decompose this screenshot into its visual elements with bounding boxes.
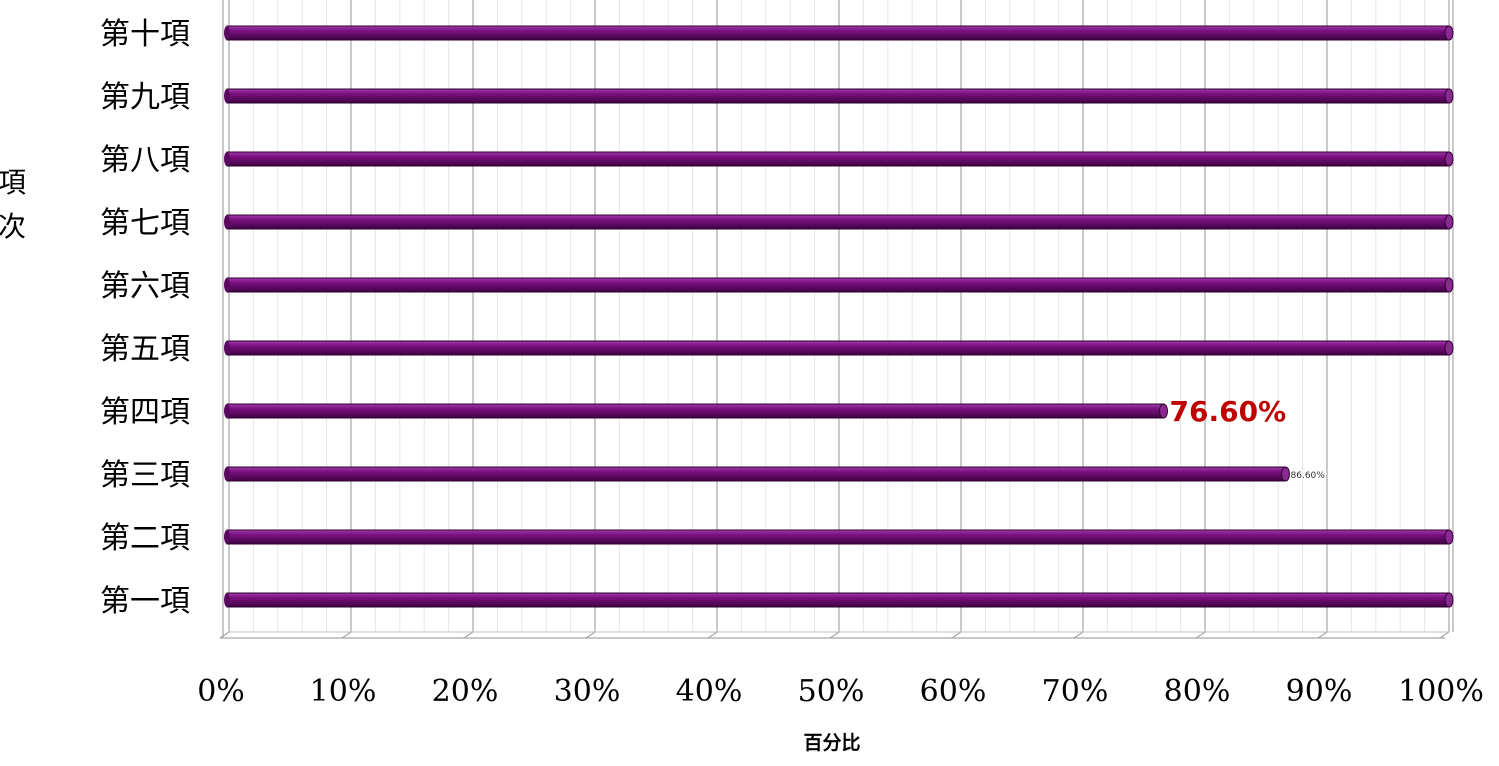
bar-end-cap xyxy=(1281,466,1291,482)
floor-tick xyxy=(341,631,352,639)
floor-tick xyxy=(219,631,230,639)
bar xyxy=(224,592,1454,608)
x-tick-label: 80% xyxy=(1164,674,1231,709)
floor-tick xyxy=(951,631,962,639)
category-labels: 第一項 第二項 第三項 第四項 第五項 第六項 第七項 第八項 第九項 第十項 xyxy=(100,17,190,619)
bar-start-cap xyxy=(224,152,230,166)
category-label: 第三項 xyxy=(100,458,190,493)
gridlines xyxy=(219,0,1454,639)
bar xyxy=(224,88,1454,104)
x-tick-label: 40% xyxy=(676,674,743,709)
x-tick-label: 10% xyxy=(310,674,377,709)
bar-start-cap xyxy=(224,89,230,103)
bar-body xyxy=(226,340,1450,356)
bar xyxy=(224,340,1454,356)
x-tick-label: 60% xyxy=(920,674,987,709)
bar-start-cap xyxy=(224,530,230,544)
bar-end-cap xyxy=(1444,592,1454,608)
bar-start-cap xyxy=(224,341,230,355)
x-axis-title: 百分比 xyxy=(803,732,860,754)
bar xyxy=(224,277,1454,293)
x-tick-label: 50% xyxy=(798,674,865,709)
bar-body xyxy=(226,88,1450,104)
x-tick-label: 100% xyxy=(1398,674,1484,709)
bar xyxy=(224,214,1454,230)
category-label: 第四項 xyxy=(100,395,190,430)
bar-start-cap xyxy=(224,26,230,40)
y-axis-title-line-1: 項 xyxy=(0,166,26,199)
bar-start-cap xyxy=(224,278,230,292)
data-labels: 86.60% 76.60% xyxy=(1170,395,1326,481)
bar xyxy=(224,466,1291,482)
bar-body xyxy=(226,592,1450,608)
bar xyxy=(224,151,1454,167)
floor-tick xyxy=(585,631,596,639)
bar-end-cap xyxy=(1444,340,1454,356)
floor-tick xyxy=(463,631,474,639)
bar xyxy=(224,25,1454,41)
bars xyxy=(224,25,1454,608)
y-axis-title-line-2: 次 xyxy=(0,210,26,243)
category-label: 第六項 xyxy=(100,269,190,304)
category-label: 第十項 xyxy=(100,17,190,52)
x-tick-label: 90% xyxy=(1286,674,1353,709)
category-label: 第七項 xyxy=(100,206,190,241)
floor-tick xyxy=(829,631,840,639)
floor-tick xyxy=(1439,631,1450,639)
category-label: 第九項 xyxy=(100,80,190,115)
floor-tick xyxy=(707,631,718,639)
bar-end-cap xyxy=(1444,25,1454,41)
bar-start-cap xyxy=(224,404,230,418)
bar-end-cap xyxy=(1444,277,1454,293)
category-label: 第八項 xyxy=(100,143,190,178)
category-label: 第五項 xyxy=(100,332,190,367)
category-label: 第一項 xyxy=(100,584,190,619)
bar-body xyxy=(226,214,1450,230)
bar-start-cap xyxy=(224,215,230,229)
x-tick-label: 0% xyxy=(197,674,245,709)
bar xyxy=(224,403,1169,419)
bar-body xyxy=(226,529,1450,545)
bar-end-cap xyxy=(1444,88,1454,104)
bar-body xyxy=(226,466,1287,482)
bar-body xyxy=(226,277,1450,293)
data-label: 76.60% xyxy=(1170,395,1287,428)
category-label: 第二項 xyxy=(100,521,190,556)
bar-body xyxy=(226,151,1450,167)
bar-start-cap xyxy=(224,593,230,607)
floor-tick xyxy=(1317,631,1328,639)
x-tick-labels: 0% 10% 20% 30% 40% 50% 60% 70% 80% 90% 100% xyxy=(197,674,1484,709)
x-tick-label: 20% xyxy=(432,674,499,709)
bar xyxy=(224,529,1454,545)
x-tick-label: 70% xyxy=(1042,674,1109,709)
x-tick-label: 30% xyxy=(554,674,621,709)
floor-tick xyxy=(1073,631,1084,639)
axis-titles: 百分比 項 次 xyxy=(0,166,861,754)
bar-end-cap xyxy=(1444,214,1454,230)
floor-tick xyxy=(1195,631,1206,639)
bar-end-cap xyxy=(1444,151,1454,167)
bar-end-cap xyxy=(1444,529,1454,545)
bar-body xyxy=(226,403,1165,419)
data-label: 86.60% xyxy=(1291,471,1326,481)
bar-start-cap xyxy=(224,467,230,481)
bar-end-cap xyxy=(1159,403,1169,419)
bar-body xyxy=(226,25,1450,41)
